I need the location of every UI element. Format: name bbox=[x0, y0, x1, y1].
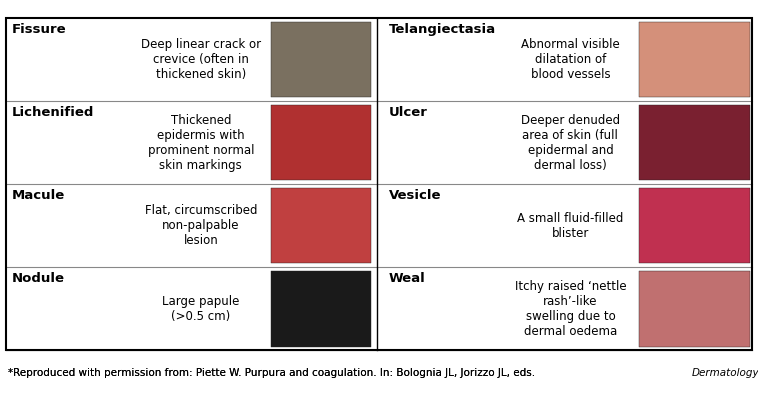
Bar bbox=[271, 188, 371, 263]
Bar bbox=[639, 271, 750, 346]
Bar bbox=[6, 18, 752, 350]
Bar bbox=[639, 22, 750, 97]
Text: A small fluid-filled
blister: A small fluid-filled blister bbox=[517, 212, 624, 240]
Text: *Reproduced with permission from: Piette W. Purpura and coagulation. In: Bologni: *Reproduced with permission from: Piette… bbox=[8, 368, 538, 378]
Text: Abnormal visible
dilatation of
blood vessels: Abnormal visible dilatation of blood ves… bbox=[521, 38, 620, 81]
Text: Flat, circumscribed
non-palpable
lesion: Flat, circumscribed non-palpable lesion bbox=[145, 204, 257, 247]
Text: Dermatology: Dermatology bbox=[692, 368, 758, 378]
Text: Large papule
(>0.5 cm): Large papule (>0.5 cm) bbox=[162, 295, 240, 323]
Text: *Reproduced with permission from: Piette W. Purpura and coagulation. In: Bologni: *Reproduced with permission from: Piette… bbox=[8, 368, 538, 378]
Text: Deeper denuded
area of skin (full
epidermal and
dermal loss): Deeper denuded area of skin (full epider… bbox=[521, 114, 620, 171]
Text: Vesicle: Vesicle bbox=[389, 189, 441, 202]
Text: Deep linear crack or
crevice (often in
thickened skin): Deep linear crack or crevice (often in t… bbox=[141, 38, 261, 81]
Text: Lichenified: Lichenified bbox=[12, 106, 95, 119]
Text: Itchy raised ‘nettle
rash’-like
swelling due to
dermal oedema: Itchy raised ‘nettle rash’-like swelling… bbox=[515, 280, 626, 338]
Text: Telangiectasia: Telangiectasia bbox=[389, 23, 496, 36]
Text: Ulcer: Ulcer bbox=[389, 106, 428, 119]
Bar bbox=[639, 188, 750, 263]
Text: Weal: Weal bbox=[389, 272, 425, 285]
Bar bbox=[271, 22, 371, 97]
Text: Nodule: Nodule bbox=[12, 272, 65, 285]
Text: Macule: Macule bbox=[12, 189, 65, 202]
Bar bbox=[271, 271, 371, 346]
Text: Thickened
epidermis with
prominent normal
skin markings: Thickened epidermis with prominent norma… bbox=[148, 114, 254, 171]
Bar bbox=[639, 105, 750, 180]
Text: Fissure: Fissure bbox=[12, 23, 67, 36]
Bar bbox=[271, 105, 371, 180]
